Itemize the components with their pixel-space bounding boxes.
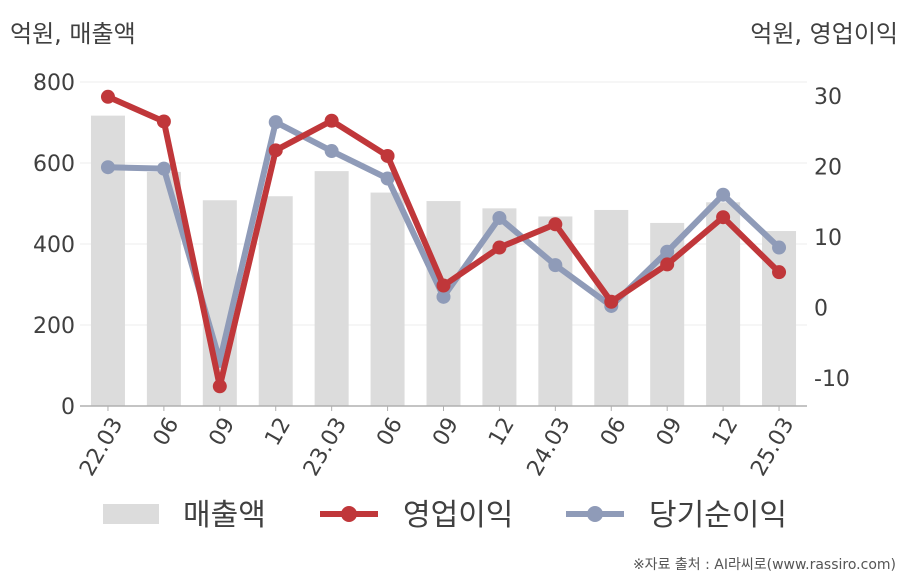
operating-profit-point [772,265,787,280]
left-axis-tick-label: 600 [33,152,75,177]
operating-profit-point [492,240,507,255]
net-profit-point [324,144,339,159]
right-axis-tick-label: 30 [814,85,842,110]
operating-profit-point [100,89,115,104]
operating-profit-point [436,278,451,293]
operating-profit-point [660,257,675,272]
legend-operating-profit-marker [341,506,357,522]
x-tick-label: 09 [205,414,241,451]
left-axis-tick-label: 200 [33,314,75,339]
net-profit-point [772,240,787,255]
revenue-bar [538,216,573,406]
net-profit-point [156,161,171,176]
revenue-bar [258,196,293,406]
net-profit-point [380,171,395,186]
right-axis-unit-label: 억원, 영업이익 [750,20,898,48]
x-tick-label: 09 [652,414,688,451]
revenue-bar [314,171,349,406]
x-tick-label: 22.03 [75,414,128,481]
legend-net-profit-label: 당기순이익 [649,498,787,533]
net-profit-point [492,210,507,225]
operating-profit-point [604,294,619,309]
x-tick-label: 09 [428,414,464,451]
x-tick-label: 12 [708,414,744,451]
left-axis-tick-label: 400 [33,233,75,258]
legend-revenue-swatch [103,504,159,524]
revenue-bar [90,115,125,407]
legend-revenue-label: 매출액 [183,498,266,533]
x-tick-label: 06 [596,414,632,451]
x-tick-label: 23.03 [299,414,352,481]
x-tick-label: 25.03 [746,414,799,481]
operating-profit-point [324,113,339,128]
net-profit-point [716,187,731,202]
operating-profit-point [548,217,563,232]
x-tick-label: 12 [484,414,520,451]
legend-operating-profit-label: 영업이익 [403,498,513,533]
right-axis-tick-label: -10 [814,367,850,392]
left-axis-unit-label: 억원, 매출액 [10,20,136,48]
net-profit-point [548,258,563,273]
right-axis-tick-label: 10 [814,226,842,251]
operating-profit-point [212,379,227,394]
revenue-bar [370,192,405,406]
net-profit-point [660,244,675,259]
left-axis-tick-label: 800 [33,71,75,96]
operating-profit-point [268,143,283,158]
revenue-bar [706,202,741,406]
net-profit-point [268,115,283,130]
net-profit-point [436,289,451,304]
x-tick-label: 06 [372,414,408,451]
x-tick-label: 24.03 [523,414,576,481]
x-tick-label: 06 [149,414,185,451]
right-axis-tick-label: 0 [814,296,828,321]
operating-profit-point [380,148,395,163]
legend-net-profit-marker [587,506,603,522]
right-axis-tick-label: 20 [814,156,842,181]
x-tick-label: 12 [260,414,296,451]
left-axis-tick-label: 0 [61,395,75,420]
net-profit-point [100,160,115,175]
operating-profit-point [156,114,171,129]
operating-profit-point [716,210,731,225]
legend: 매출액 영업이익 당기순이익 [103,498,787,533]
source-note: ※자료 출처 : AI라씨로(www.rassiro.com) [632,557,896,573]
